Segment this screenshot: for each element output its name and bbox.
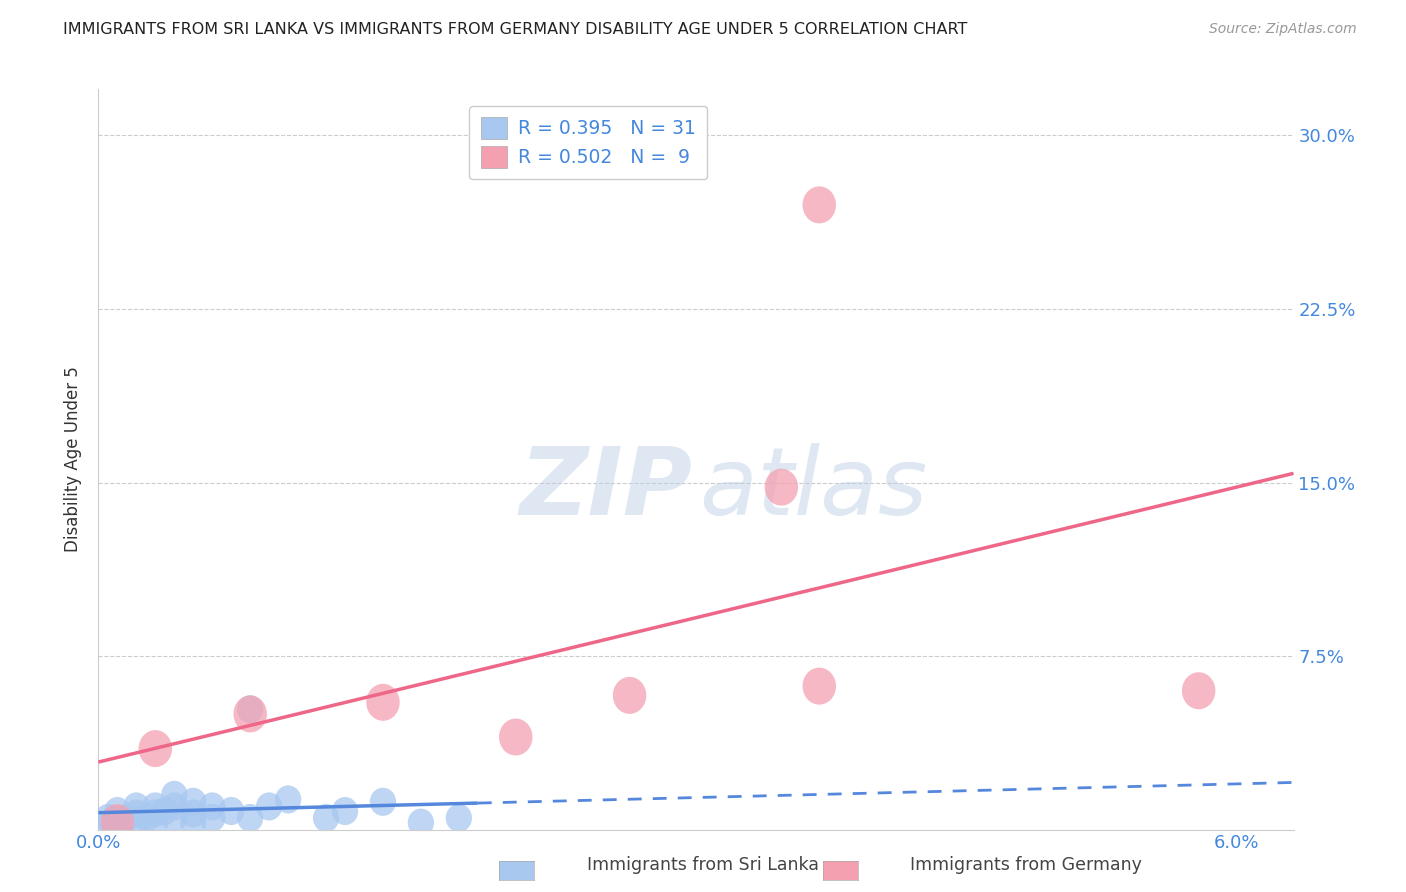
Ellipse shape — [200, 792, 225, 821]
Ellipse shape — [139, 730, 172, 767]
Ellipse shape — [499, 719, 533, 756]
Ellipse shape — [142, 799, 169, 828]
Ellipse shape — [200, 804, 225, 832]
Legend: R = 0.395   N = 31, R = 0.502   N =  9: R = 0.395 N = 31, R = 0.502 N = 9 — [470, 106, 707, 179]
Ellipse shape — [233, 696, 267, 732]
Ellipse shape — [104, 797, 131, 825]
Ellipse shape — [94, 804, 121, 832]
Text: ZIP: ZIP — [519, 443, 692, 535]
Ellipse shape — [101, 804, 134, 841]
Ellipse shape — [152, 797, 179, 825]
Ellipse shape — [1182, 673, 1215, 709]
Ellipse shape — [276, 786, 301, 814]
Ellipse shape — [180, 808, 207, 837]
Ellipse shape — [162, 804, 187, 832]
Ellipse shape — [613, 677, 647, 714]
Ellipse shape — [132, 804, 159, 832]
Ellipse shape — [180, 799, 207, 828]
Ellipse shape — [162, 780, 187, 809]
Ellipse shape — [332, 797, 359, 825]
Ellipse shape — [104, 808, 131, 837]
Ellipse shape — [124, 808, 149, 837]
Ellipse shape — [370, 788, 396, 816]
Text: Source: ZipAtlas.com: Source: ZipAtlas.com — [1209, 22, 1357, 37]
Y-axis label: Disability Age Under 5: Disability Age Under 5 — [63, 367, 82, 552]
Text: Immigrants from Germany: Immigrants from Germany — [911, 855, 1142, 873]
Ellipse shape — [446, 804, 472, 832]
Ellipse shape — [408, 808, 434, 837]
Ellipse shape — [124, 799, 149, 828]
Text: Immigrants from Sri Lanka: Immigrants from Sri Lanka — [586, 855, 820, 873]
Ellipse shape — [114, 804, 141, 832]
Ellipse shape — [238, 804, 263, 832]
Ellipse shape — [162, 792, 187, 821]
Ellipse shape — [142, 808, 169, 837]
Ellipse shape — [124, 792, 149, 821]
Ellipse shape — [366, 684, 399, 721]
Text: atlas: atlas — [700, 443, 928, 534]
Ellipse shape — [180, 788, 207, 816]
Ellipse shape — [256, 792, 283, 821]
Ellipse shape — [238, 695, 263, 723]
Ellipse shape — [803, 667, 837, 705]
Ellipse shape — [218, 797, 245, 825]
Ellipse shape — [765, 468, 799, 506]
Text: IMMIGRANTS FROM SRI LANKA VS IMMIGRANTS FROM GERMANY DISABILITY AGE UNDER 5 CORR: IMMIGRANTS FROM SRI LANKA VS IMMIGRANTS … — [63, 22, 967, 37]
Ellipse shape — [91, 811, 117, 839]
Ellipse shape — [142, 792, 169, 821]
Ellipse shape — [314, 804, 339, 832]
Ellipse shape — [803, 186, 837, 223]
